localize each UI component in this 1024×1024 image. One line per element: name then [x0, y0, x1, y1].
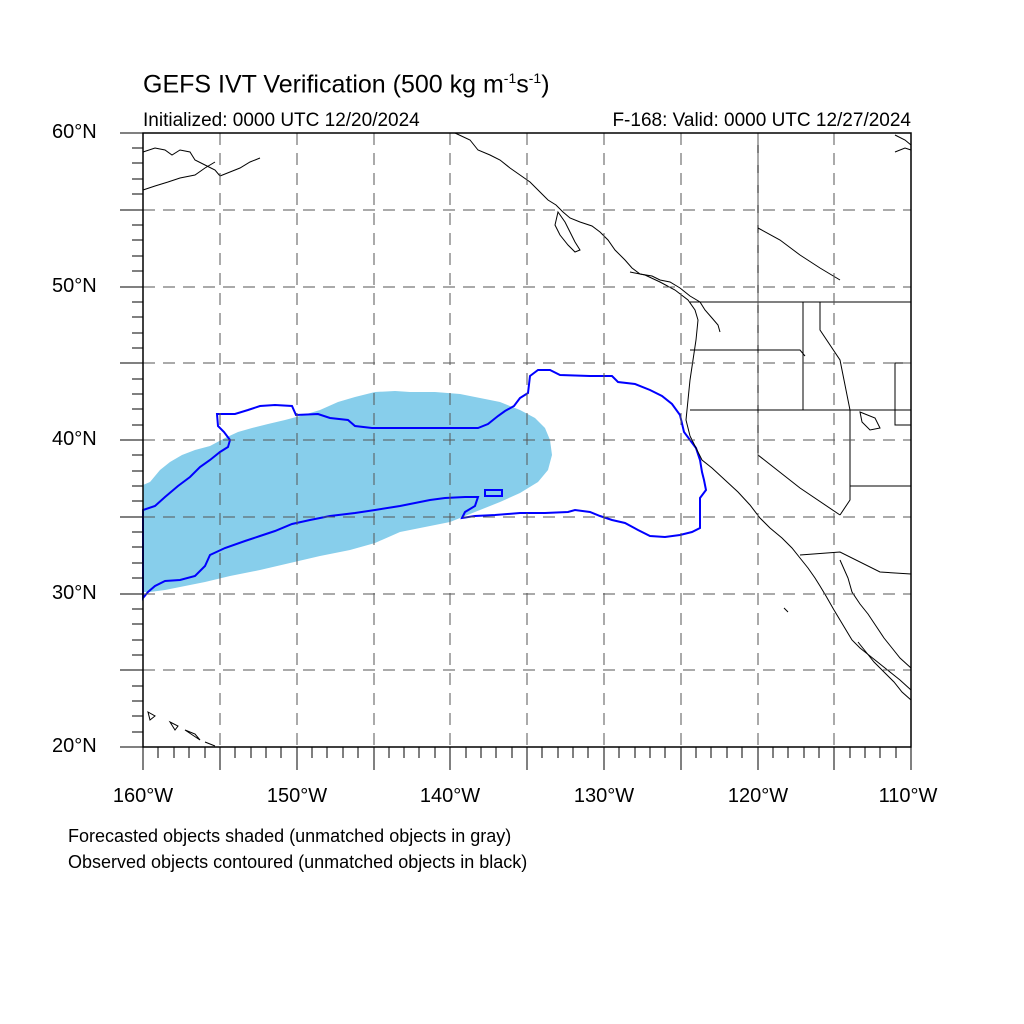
legend-observed-note: Observed objects contoured (unmatched ob… — [68, 852, 528, 872]
lat-label-30: 30°N — [52, 582, 97, 604]
lat-label-60: 60°N — [52, 121, 97, 143]
axis-ticks — [120, 132, 912, 770]
lon-label-120w: 120°W — [727, 785, 789, 807]
lon-label-150w: 150°W — [266, 785, 328, 807]
map-title: GEFS IVT Verification (500 kg m-1s-1) — [143, 70, 550, 99]
lon-label-130w: 130°W — [573, 785, 635, 807]
lon-label-110w: 110°W — [878, 785, 938, 807]
valid-time-label: F-168: Valid: 0000 UTC 12/27/2024 — [612, 110, 911, 131]
init-time-label: Initialized: 0000 UTC 12/20/2024 — [143, 110, 420, 131]
lat-label-20: 20°N — [52, 735, 97, 757]
observed-contour-small — [484, 489, 503, 497]
lat-lon-grid — [143, 133, 911, 747]
coastline — [142, 132, 912, 747]
lon-label-140w: 140°W — [419, 785, 481, 807]
political-borders — [690, 133, 912, 575]
legend-forecast-note: Forecasted objects shaded (unmatched obj… — [68, 826, 512, 846]
lat-label-40: 40°N — [52, 428, 97, 450]
lat-label-50: 50°N — [52, 275, 97, 297]
lon-label-160w: 160°W — [112, 785, 174, 807]
observed-contour — [142, 369, 708, 601]
